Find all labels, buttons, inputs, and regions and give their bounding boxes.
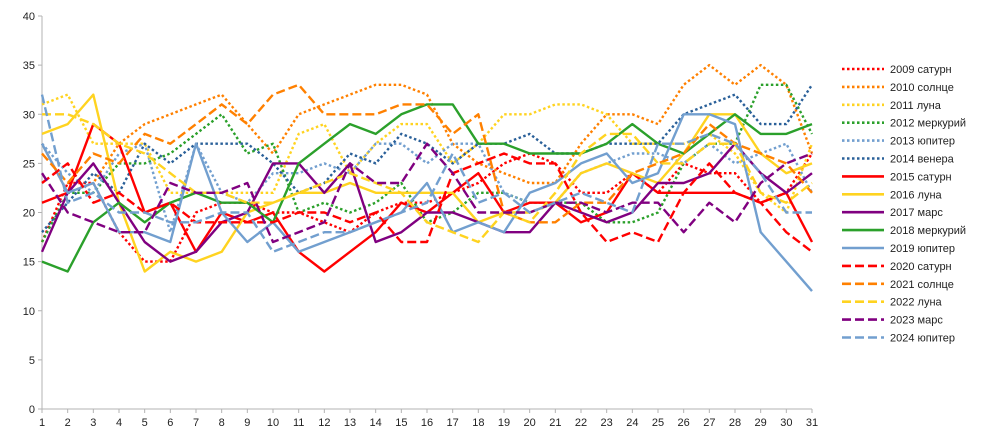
series-line-7 <box>41 122 814 273</box>
x-tick-label: 14 <box>370 417 382 429</box>
series-line-16 <box>40 94 812 254</box>
x-tick-label: 22 <box>575 417 587 429</box>
y-tick-label: 35 <box>23 60 35 72</box>
legend-label: 2013 юпитер <box>890 136 955 148</box>
x-tick-label: 21 <box>549 417 561 429</box>
series-line-6 <box>41 84 814 233</box>
x-tick-label: 18 <box>472 417 484 429</box>
series-line-11 <box>40 113 813 292</box>
y-tick-label: 5 <box>29 355 35 367</box>
x-tick-label: 13 <box>344 417 356 429</box>
y-tick-label: 30 <box>23 109 35 121</box>
legend-label: 2018 меркурий <box>890 225 966 237</box>
legend-label: 2010 солнце <box>890 82 954 94</box>
x-tick-label: 7 <box>193 417 199 429</box>
legend-label: 2020 сатурн <box>890 261 952 273</box>
x-tick-label: 1 <box>39 417 45 429</box>
x-tick-label: 28 <box>729 417 741 429</box>
x-tick-label: 25 <box>652 417 664 429</box>
x-tick-label: 10 <box>267 417 279 429</box>
x-tick-label: 16 <box>421 417 433 429</box>
y-tick-label: 25 <box>23 158 35 170</box>
series-line-5 <box>41 142 814 234</box>
legend-label: 2021 солнце <box>890 279 954 291</box>
y-tick-label: 0 <box>29 404 35 416</box>
x-tick-label: 5 <box>142 417 148 429</box>
series-line-2 <box>40 63 814 195</box>
legend-label: 2024 юпитер <box>890 333 955 345</box>
y-tick-label: 10 <box>23 306 35 318</box>
x-tick-label: 30 <box>780 417 792 429</box>
y-tick-label: 20 <box>23 208 35 220</box>
x-tick-label: 3 <box>90 417 96 429</box>
series-line-9 <box>40 142 813 263</box>
legend-label: 2023 марс <box>890 315 943 327</box>
legend-label: 2016 луна <box>890 189 943 201</box>
series-layer <box>40 63 814 292</box>
y-tick-label: 40 <box>23 11 35 23</box>
x-tick-label: 26 <box>678 417 690 429</box>
x-tick-label: 6 <box>167 417 173 429</box>
x-tick-label: 12 <box>318 417 330 429</box>
x-tick-label: 29 <box>755 417 767 429</box>
x-tick-label: 31 <box>806 417 818 429</box>
series-line-10 <box>41 103 813 273</box>
legend-label: 2014 венера <box>890 154 955 166</box>
series-line-12 <box>41 152 813 253</box>
x-tick-label: 8 <box>219 417 225 429</box>
legend-label: 2011 луна <box>890 100 942 112</box>
x-tick-label: 20 <box>524 417 536 429</box>
x-tick-label: 15 <box>395 417 407 429</box>
x-tick-label: 2 <box>65 417 71 429</box>
legend-label: 2022 луна <box>890 297 943 309</box>
x-tick-label: 4 <box>116 417 122 429</box>
legend-label: 2019 юпитер <box>890 243 955 255</box>
series-line-15 <box>40 142 813 244</box>
x-tick-label: 19 <box>498 417 510 429</box>
legend-label: 2015 сатурн <box>890 171 952 183</box>
x-tick-label: 24 <box>626 417 638 429</box>
x-tick-label: 17 <box>447 417 459 429</box>
series-line-13 <box>41 83 813 224</box>
legend-label: 2012 меркурий <box>890 118 966 130</box>
legend-label: 2017 марс <box>890 207 943 219</box>
x-tick-label: 11 <box>293 417 304 429</box>
legend: 2009 сатурн 2010 солнце 2011 луна 2012 мерк… <box>842 64 966 345</box>
legend-label: 2009 сатурн <box>890 64 952 76</box>
x-tick-label: 27 <box>703 417 715 429</box>
series-line-14 <box>42 113 813 244</box>
x-tick-label: 23 <box>601 417 613 429</box>
y-tick-label: 15 <box>23 257 35 269</box>
x-tick-label: 9 <box>244 417 250 429</box>
